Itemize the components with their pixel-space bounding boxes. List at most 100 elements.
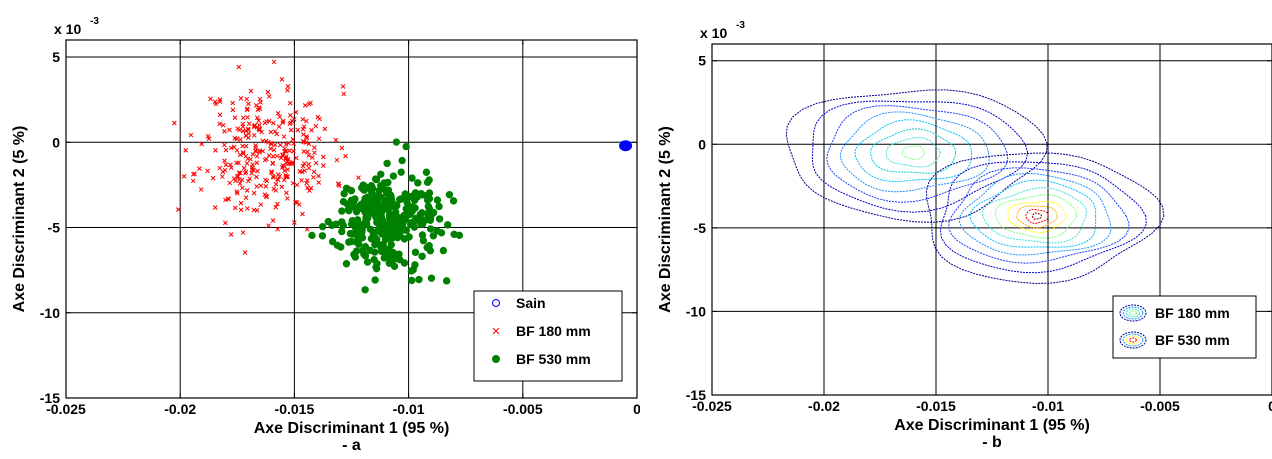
data-point-bf180 <box>294 182 300 188</box>
contour-bf530 <box>994 194 1078 239</box>
data-point-bf180 <box>243 143 249 149</box>
legend: Sain BF 180 mm BF 530 mm <box>473 290 623 382</box>
data-point-bf180 <box>237 170 243 176</box>
data-point-bf180 <box>256 105 262 110</box>
data-point-bf180 <box>181 173 187 179</box>
data-point-bf530 <box>396 232 404 240</box>
data-point-bf180 <box>223 162 229 168</box>
data-point-bf180 <box>307 188 312 194</box>
data-point-bf530 <box>366 246 374 255</box>
data-point-bf180 <box>228 165 234 171</box>
contour-bf530 <box>1031 212 1042 220</box>
data-point-bf180 <box>242 170 248 176</box>
legend-marker-bf180 <box>492 327 500 335</box>
data-point-bf180 <box>293 155 299 161</box>
legend-marker-bf180 <box>1119 304 1147 322</box>
legend-box <box>473 290 623 382</box>
data-point-bf180 <box>274 131 280 137</box>
data-point-bf180 <box>230 107 236 113</box>
data-point-bf180 <box>232 115 238 120</box>
data-point-bf180 <box>285 87 290 93</box>
data-point-bf530 <box>318 222 327 231</box>
data-point-bf180 <box>269 169 274 174</box>
data-point-bf180 <box>291 141 297 146</box>
data-point-bf530 <box>414 179 422 187</box>
data-point-bf530 <box>426 211 435 220</box>
data-point-bf180 <box>217 121 223 127</box>
y-tick-label: -10 <box>686 303 706 319</box>
contour-bf530 <box>948 167 1130 264</box>
data-point-bf530 <box>333 241 341 249</box>
data-point-bf180 <box>279 184 285 190</box>
data-point-bf180 <box>190 178 196 184</box>
data-point-bf180 <box>244 206 250 211</box>
data-point-bf180 <box>269 170 275 176</box>
y-axis-label: Axe Discriminant 2 (5 %) <box>657 126 674 313</box>
data-point-bf180 <box>276 124 282 129</box>
data-point-sain <box>619 140 633 152</box>
data-point-bf180 <box>306 153 312 158</box>
data-point-bf180 <box>271 120 276 126</box>
data-point-bf530 <box>427 274 436 282</box>
data-point-bf180 <box>313 123 319 129</box>
x-axis-label: Axe Discriminant 1 (95 %) <box>894 417 1090 434</box>
data-point-bf530 <box>408 276 416 285</box>
data-point-bf530 <box>383 159 391 168</box>
data-point-bf180 <box>312 145 317 150</box>
x-tick-label: 0 <box>633 401 640 417</box>
data-point-bf530 <box>395 195 404 204</box>
data-point-bf180 <box>284 196 290 201</box>
legend-marker-sain <box>492 299 500 307</box>
data-point-bf530 <box>408 174 416 182</box>
data-point-bf180 <box>285 156 291 162</box>
data-point-bf180 <box>254 153 260 159</box>
data-point-bf530 <box>392 138 401 146</box>
data-point-bf530 <box>347 196 356 205</box>
x-tick-label: -0.01 <box>393 401 425 417</box>
y-tick-label: 5 <box>52 49 60 65</box>
data-point-bf180 <box>309 155 315 160</box>
data-point-bf180 <box>284 174 290 180</box>
data-point-bf180 <box>227 180 233 186</box>
data-point-bf530 <box>402 142 410 151</box>
axis-exponent-power: -3 <box>736 20 745 31</box>
data-point-bf180 <box>254 184 260 189</box>
data-point-bf180 <box>217 112 223 118</box>
legend-marker-bf530 <box>492 355 500 363</box>
data-point-bf180 <box>270 154 276 159</box>
data-point-bf530 <box>412 214 420 223</box>
data-point-bf530 <box>371 175 380 183</box>
data-point-bf180 <box>271 59 277 65</box>
data-point-bf180 <box>292 220 297 225</box>
data-point-bf180 <box>287 113 293 118</box>
data-point-bf180 <box>273 188 279 193</box>
data-point-bf180 <box>217 165 223 171</box>
data-point-bf530 <box>360 186 368 194</box>
data-point-bf180 <box>238 207 244 213</box>
data-point-bf530 <box>347 237 355 246</box>
data-point-bf180 <box>316 173 321 179</box>
data-point-bf180 <box>253 148 258 154</box>
data-point-bf180 <box>287 148 292 153</box>
data-point-bf180 <box>278 155 284 161</box>
data-point-bf530 <box>342 260 351 268</box>
data-point-bf180 <box>300 211 305 217</box>
data-point-bf180 <box>232 205 238 211</box>
data-point-bf530 <box>372 263 380 271</box>
data-point-bf180 <box>220 122 226 128</box>
data-point-bf180 <box>268 141 274 147</box>
data-point-bf180 <box>285 84 291 89</box>
data-point-bf180 <box>240 115 246 121</box>
data-point-bf180 <box>305 185 310 191</box>
data-point-bf180 <box>245 126 251 132</box>
data-point-bf180 <box>231 176 237 181</box>
data-point-bf180 <box>275 110 281 116</box>
data-point-bf180 <box>213 147 218 153</box>
data-point-bf530 <box>328 221 336 229</box>
data-point-bf180 <box>240 151 246 157</box>
x-tick-label: -0.025 <box>692 398 732 414</box>
data-point-bf530 <box>328 237 337 246</box>
data-point-bf180 <box>192 171 197 177</box>
data-point-bf530 <box>347 220 356 228</box>
data-point-bf180 <box>239 185 245 191</box>
